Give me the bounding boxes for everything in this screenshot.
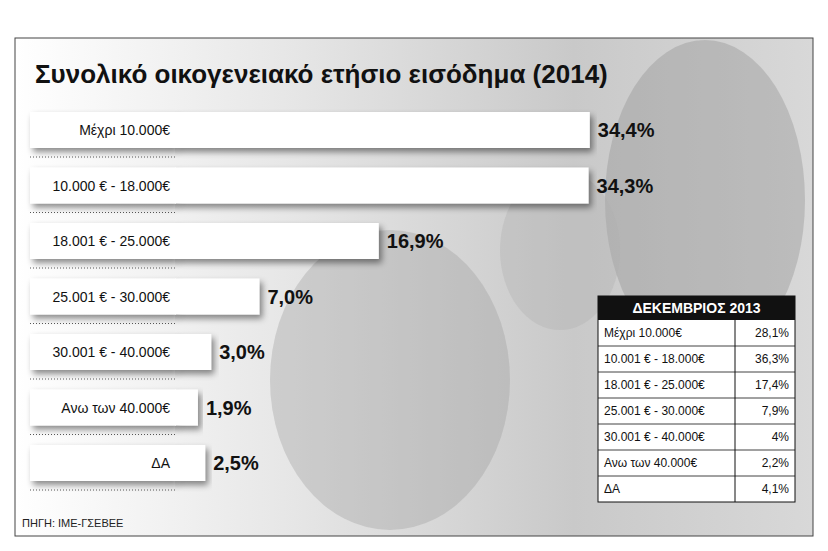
chart: Συνολικό οικογενειακό ετήσιο εισόδημα (2… <box>0 0 828 551</box>
source: ΠΗΓΗ: ΙΜΕ-ΓΣΕΒΕΕ <box>22 517 123 529</box>
label-box <box>30 223 176 259</box>
bar <box>175 334 211 370</box>
table-cell: 18.001 € - 25.000€ <box>604 378 705 392</box>
bar <box>175 445 205 481</box>
separator <box>30 490 175 491</box>
table-cell: 28,1% <box>755 326 789 340</box>
label-box <box>30 334 176 370</box>
table-cell: ΔΑ <box>604 482 620 496</box>
table-rule <box>598 476 795 477</box>
category-label: 25.001 € - 30.000€ <box>52 289 170 305</box>
table-cell: Ανω των 40.000€ <box>604 456 697 470</box>
separator <box>30 434 175 435</box>
table-cell: 2,2% <box>762 456 790 470</box>
table-cell: 30.001 € - 40.000€ <box>604 430 705 444</box>
separator <box>30 157 175 158</box>
bar <box>175 112 590 148</box>
table-cell: 36,3% <box>755 352 789 366</box>
data-label: 1,9% <box>206 397 252 419</box>
labels: Μέχρι 10.000€ 34,4% 10.000 € - 18.000€ 34,3… <box>52 119 654 474</box>
table-cell: 4% <box>772 430 790 444</box>
separator <box>30 268 175 269</box>
table-cell: Μέχρι 10.000€ <box>604 326 682 340</box>
data-label: 34,4% <box>598 119 655 141</box>
table-cell: 25.001 € - 30.000€ <box>604 404 705 418</box>
bar <box>175 168 589 204</box>
inset-table: ΔΕΚΕΜΒΡΙΟΣ 2013 Μέχρι 10.000€ 28,1% 10.001 … <box>598 296 795 502</box>
data-label: 16,9% <box>387 230 444 252</box>
title: Συνολικό οικογενειακό ετήσιο εισόδημα (2… <box>35 59 608 89</box>
data-label: 3,0% <box>219 341 265 363</box>
table-rule <box>598 372 795 373</box>
table-title: ΔΕΚΕΜΒΡΙΟΣ 2013 <box>632 300 760 316</box>
separator <box>30 379 175 380</box>
bars <box>175 112 590 481</box>
category-label: Ανω των 40.000€ <box>61 400 170 416</box>
table-bg <box>598 296 795 502</box>
table-cell: 7,9% <box>762 404 790 418</box>
table-rule <box>598 398 795 399</box>
category-label: Μέχρι 10.000€ <box>79 122 170 138</box>
label-box <box>30 279 176 315</box>
category-label: ΔΑ <box>151 455 170 471</box>
table-cell: 17,4% <box>755 378 789 392</box>
separator <box>30 212 175 213</box>
photo-shape <box>270 230 510 530</box>
category-label: 10.000 € - 18.000€ <box>52 178 170 194</box>
bar <box>175 390 198 426</box>
label-box <box>30 112 176 148</box>
label-box <box>30 390 176 426</box>
background <box>15 38 813 536</box>
label-box <box>30 445 176 481</box>
table-header-bg <box>598 296 795 320</box>
bar <box>175 223 379 259</box>
data-label: 34,3% <box>597 175 654 197</box>
table-rule <box>598 424 795 425</box>
table-rule <box>598 346 795 347</box>
separator <box>30 323 175 324</box>
category-label: 18.001 € - 25.000€ <box>52 233 170 249</box>
table-divider <box>735 320 736 502</box>
bar <box>175 279 259 315</box>
data-label: 7,0% <box>267 286 313 308</box>
data-label: 2,5% <box>213 452 259 474</box>
category-label: 30.001 € - 40.000€ <box>52 344 170 360</box>
table-cell: 4,1% <box>762 482 790 496</box>
label-box <box>30 168 176 204</box>
table-cell: 10.001 € - 18.000€ <box>604 352 705 366</box>
table-rule <box>598 450 795 451</box>
